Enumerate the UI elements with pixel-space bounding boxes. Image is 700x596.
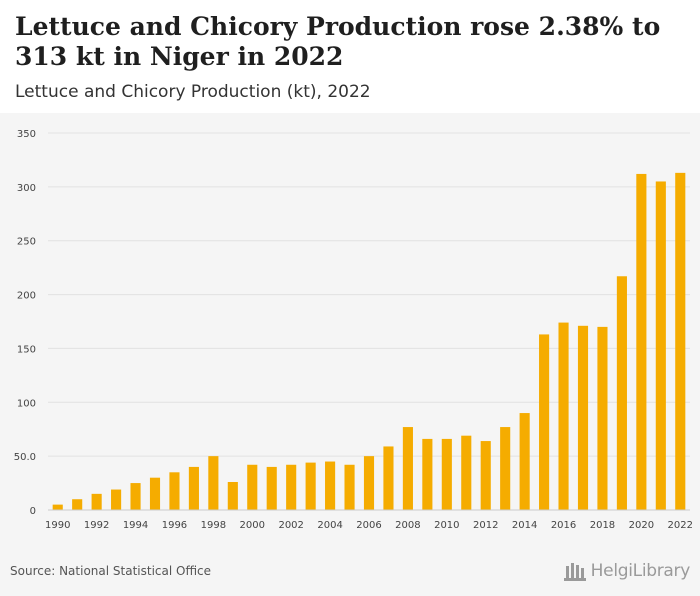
- bar-2006[interactable]: [363, 456, 375, 510]
- bar-2000[interactable]: [247, 464, 258, 510]
- footer: Source: National Statistical Office Helg…: [0, 554, 700, 596]
- bar-1996[interactable]: [169, 472, 180, 510]
- bar-2021[interactable]: [655, 181, 666, 510]
- bar-1999[interactable]: [227, 481, 238, 510]
- bar-2001[interactable]: [266, 466, 277, 510]
- x-tick-label: 2020: [629, 520, 654, 531]
- x-tick-label: 2002: [278, 520, 303, 531]
- logo-text: HelgiLibrary: [590, 561, 691, 581]
- bar-1993[interactable]: [111, 489, 122, 510]
- bar-2020[interactable]: [636, 173, 647, 510]
- y-tick-label: 50.0: [14, 452, 36, 463]
- bar-2009[interactable]: [422, 438, 433, 510]
- y-tick-label: 100: [17, 398, 36, 409]
- source-note: Source: National Statistical Office: [10, 564, 212, 578]
- x-tick-label: 1998: [201, 520, 226, 531]
- x-tick-label: 2008: [395, 520, 420, 531]
- bar-1997[interactable]: [188, 466, 199, 510]
- bar-1990[interactable]: [52, 504, 63, 510]
- header: Lettuce and Chicory Production rose 2.38…: [0, 0, 700, 113]
- x-tick-label: 1994: [123, 520, 148, 531]
- bar-2007[interactable]: [383, 446, 394, 510]
- bar-2012[interactable]: [480, 441, 491, 510]
- y-tick-label: 200: [17, 291, 36, 302]
- x-tick-label: 2016: [551, 520, 576, 531]
- bar-2019[interactable]: [616, 276, 627, 510]
- y-tick-label: 150: [17, 344, 36, 355]
- y-tick-label: 0: [30, 506, 36, 517]
- bar-chart: 0 50.0 100 150 200 250 300 350 1990 1992 1994 1996…: [14, 129, 693, 531]
- bar-2022[interactable]: [675, 172, 686, 510]
- bar-2005[interactable]: [344, 464, 355, 510]
- bar-2003[interactable]: [305, 462, 316, 510]
- page-title: Lettuce and Chicory Production rose 2.38…: [15, 12, 661, 71]
- bar-1991[interactable]: [72, 499, 83, 510]
- helgilibrary-logo[interactable]: HelgiLibrary: [563, 560, 690, 582]
- x-axis-ticks: 1990 1992 1994 1996 1998 2000 2002 2004 2006 2008…: [45, 520, 693, 531]
- bar-2010[interactable]: [441, 438, 452, 510]
- bar-2018[interactable]: [597, 326, 608, 510]
- bar-2013[interactable]: [500, 427, 511, 510]
- bar-1995[interactable]: [149, 477, 161, 510]
- library-columns-icon: [563, 563, 586, 581]
- y-tick-label: 250: [17, 237, 36, 248]
- bars: [48, 172, 690, 511]
- bar-2002[interactable]: [286, 464, 297, 510]
- gridlines: [48, 132, 690, 511]
- x-tick-label: 2012: [473, 520, 498, 531]
- bar-1998[interactable]: [208, 456, 219, 510]
- x-tick-label: 1992: [84, 520, 109, 531]
- x-tick-label: 2014: [512, 520, 537, 531]
- x-tick-label: 1996: [162, 520, 187, 531]
- bar-2011[interactable]: [461, 435, 472, 510]
- bar-1992[interactable]: [91, 493, 102, 510]
- bar-2004[interactable]: [325, 461, 336, 510]
- bar-1994[interactable]: [130, 483, 141, 510]
- x-tick-label: 1990: [45, 520, 70, 531]
- x-tick-label: 2010: [434, 520, 459, 531]
- x-tick-label: 2000: [240, 520, 265, 531]
- bar-2008[interactable]: [402, 427, 413, 510]
- bar-2017[interactable]: [577, 325, 589, 510]
- bar-2014[interactable]: [519, 413, 530, 510]
- x-tick-label: 2006: [356, 520, 381, 531]
- chart-subtitle: Lettuce and Chicory Production (kt), 202…: [15, 82, 371, 102]
- x-tick-label: 2022: [668, 520, 693, 531]
- x-tick-label: 2004: [317, 520, 342, 531]
- x-tick-label: 2018: [590, 520, 615, 531]
- bar-2015[interactable]: [539, 334, 550, 510]
- y-tick-label: 350: [17, 129, 36, 140]
- y-axis-ticks: 0 50.0 100 150 200 250 300 350: [14, 129, 36, 517]
- y-tick-label: 300: [17, 183, 36, 194]
- bar-2016[interactable]: [558, 322, 569, 510]
